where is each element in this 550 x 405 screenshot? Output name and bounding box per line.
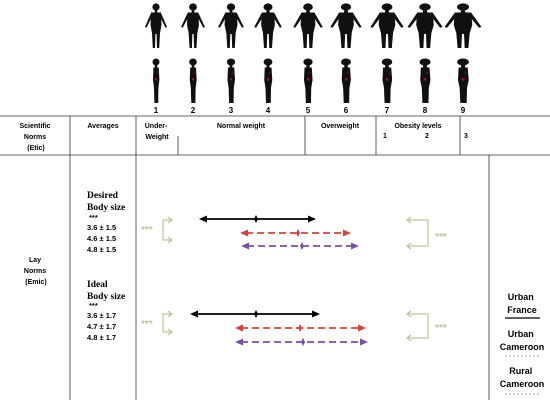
human-side-silhouette-icon: [419, 58, 431, 103]
silhouette-number: 6: [344, 106, 349, 115]
silhouette-number: 1: [154, 106, 159, 115]
human-front-silhouette-icon: [293, 3, 323, 48]
header-obesity-levels: Obesity levels: [394, 123, 441, 130]
desired-urban-france-range: [199, 215, 316, 223]
human-front-silhouette-icon: [330, 3, 362, 48]
ideal-left-bracket: [162, 313, 172, 333]
silhouette-number: 9: [461, 106, 466, 115]
ideal-title: Ideal Body size: [87, 280, 125, 302]
desired-value-urban-france: 3.6 ± 1.5: [87, 223, 116, 232]
header-underweight: Under- Weight: [145, 123, 170, 141]
human-front-silhouette-icon: [407, 3, 443, 48]
desired-sig: ***: [89, 213, 98, 222]
legend-urban-cameroon-label: Urban Cameroon: [500, 329, 545, 352]
desired-left-bracket: [162, 219, 172, 241]
desired-left-stars: ***: [141, 225, 153, 236]
legend: Urban France Urban Cameroon Rural Camero…: [500, 292, 545, 395]
header-scientific-norms: Scientific Norms (Etic): [19, 123, 52, 152]
human-front-silhouette-icon: [181, 3, 205, 48]
ideal-right-bracket: [407, 313, 429, 339]
silhouette-numbers: 1 2 3 4 5 6 7 8 9: [154, 106, 466, 115]
silhouette-number: 5: [306, 106, 311, 115]
desired-right-stars: ***: [435, 232, 447, 243]
human-front-silhouette-icon: [444, 3, 482, 48]
silhouette-number: 7: [385, 106, 390, 115]
desired-title: Desired Body size: [87, 191, 125, 213]
human-side-silhouette-icon: [152, 58, 160, 103]
range-arrows: [190, 215, 368, 346]
side-silhouettes: [152, 58, 469, 103]
ideal-value-rural-cameroon: 4.8 ± 1.7: [87, 333, 116, 342]
ideal-sig: ***: [89, 301, 98, 310]
desired-value-urban-cameroon: 4.6 ± 1.5: [87, 234, 116, 243]
human-side-silhouette-icon: [263, 58, 273, 103]
desired-urban-cameroon-range: [240, 229, 351, 237]
silhouette-number: 3: [229, 106, 234, 115]
header-normal-weight: Normal weight: [217, 123, 266, 130]
human-side-silhouette-icon: [457, 58, 469, 103]
desired-value-rural-cameroon: 4.8 ± 1.5: [87, 245, 116, 254]
obesity-level-3: 3: [464, 133, 468, 140]
desired-rural-cameroon-range: [241, 242, 359, 250]
silhouette-number: 4: [266, 106, 271, 115]
obesity-level-1: 1: [383, 133, 387, 140]
table-frame: [0, 115, 550, 400]
human-front-silhouette-icon: [254, 3, 282, 48]
header-overweight: Overweight: [321, 123, 360, 130]
desired-body-size-averages: Desired Body size *** 3.6 ± 1.5 4.6 ± 1.…: [87, 191, 125, 254]
significance-brackets: [162, 216, 429, 342]
ideal-left-stars: ***: [141, 319, 153, 330]
desired-right-bracket: [407, 219, 429, 247]
ideal-rural-cameroon-range: [235, 338, 368, 346]
ideal-right-stars: ***: [435, 323, 447, 334]
legend-rural-cameroon-label: Rural Cameroon: [500, 366, 545, 389]
silhouette-number: 8: [423, 106, 428, 115]
ideal-value-urban-cameroon: 4.7 ± 1.7: [87, 322, 116, 331]
ideal-value-urban-france: 3.6 ± 1.7: [87, 311, 116, 320]
human-front-silhouette-icon: [218, 3, 244, 48]
ideal-body-size-averages: Ideal Body size *** 3.6 ± 1.7 4.7 ± 1.7 …: [87, 280, 125, 342]
obesity-level-2: 2: [425, 133, 429, 140]
silhouette-number: 2: [191, 106, 196, 115]
row-label-lay-norms: Lay Norms (Emic): [24, 257, 48, 286]
human-front-silhouette-icon: [370, 3, 404, 48]
human-side-silhouette-icon: [226, 58, 236, 103]
human-side-silhouette-icon: [381, 58, 393, 103]
header-averages: Averages: [87, 123, 118, 130]
human-front-silhouette-icon: [145, 3, 167, 48]
ideal-urban-france-range: [190, 310, 320, 318]
legend-urban-france-label: Urban France: [507, 292, 537, 315]
front-silhouettes: [145, 3, 482, 48]
human-side-silhouette-icon: [303, 58, 313, 103]
human-side-silhouette-icon: [341, 58, 351, 103]
ideal-urban-cameroon-range: [235, 324, 366, 332]
human-side-silhouette-icon: [189, 58, 197, 103]
